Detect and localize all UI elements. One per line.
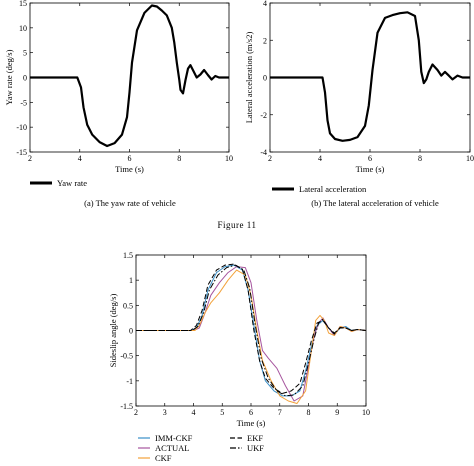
- y-tick-label: -5: [20, 98, 27, 107]
- chart-caption: (b) The lateral acceleration of vehicle: [311, 198, 439, 208]
- x-tick-label: 6: [368, 154, 372, 163]
- x-axis-label: Time (s): [356, 164, 385, 174]
- x-tick-label: 9: [335, 408, 339, 417]
- y-tick-label: -4: [260, 148, 267, 157]
- y-tick-label: -1.5: [120, 402, 133, 411]
- y-tick-label: 15: [19, 0, 27, 8]
- legend-entry: CKF: [155, 453, 172, 463]
- x-tick-label: 6: [249, 408, 253, 417]
- legend-entry: EKF: [247, 433, 263, 443]
- series-line-ukf: [136, 264, 366, 397]
- legend-entry: Yaw rate: [57, 178, 87, 188]
- x-tick-label: 5: [220, 408, 224, 417]
- x-tick-label: 10: [225, 154, 233, 163]
- chart-a: 2 4 6 8 10 -15 -10 -5 0 5 10 15 Time (s) Yaw rate (de…: [4, 0, 233, 208]
- y-tick-label: 0.5: [123, 301, 133, 310]
- x-axis-label: Time (s): [237, 418, 266, 428]
- legend-entry: IMM-CKF: [155, 433, 193, 443]
- series-line-lateral-acceleration: [270, 11, 470, 142]
- series-line-ckf: [136, 269, 366, 404]
- x-tick-label: 2: [134, 408, 138, 417]
- legend-entry: UKF: [247, 443, 264, 453]
- chart-b: 2 4 6 8 10 -4 -2 0 2 4 Time (s) Lateral acceleratio…: [244, 0, 474, 208]
- series-line-ekf: [136, 263, 366, 394]
- y-tick-label: -0.5: [120, 352, 133, 361]
- y-tick-label: 0: [129, 327, 133, 336]
- y-tick-label: 4: [263, 0, 267, 8]
- x-tick-label: 6: [128, 154, 132, 163]
- chart-caption: (a) The yaw rate of vehicle: [84, 198, 176, 208]
- y-tick-label: 1: [129, 276, 133, 285]
- x-tick-label: 7: [278, 408, 282, 417]
- x-tick-label: 8: [418, 154, 422, 163]
- series-line-yaw-rate: [30, 4, 229, 148]
- y-tick-label: 1.5: [123, 251, 133, 260]
- y-axis-label: Yaw rate (deg/s): [4, 49, 14, 105]
- y-tick-label: 0: [23, 74, 27, 83]
- y-tick-label: 0: [263, 74, 267, 83]
- x-tick-label: 10: [466, 154, 474, 163]
- y-tick-label: 10: [19, 24, 27, 33]
- x-tick-label: 10: [362, 408, 370, 417]
- y-tick-label: 5: [23, 49, 27, 58]
- y-tick-label: -10: [16, 123, 27, 132]
- y-tick-label: -1: [126, 377, 133, 386]
- x-tick-label: 4: [78, 154, 82, 163]
- legend-entry: ACTUAL: [155, 443, 189, 453]
- chart-c: 2 3 4 5 6 7 8 9 10 -1.5 -1 -0.5 0 0.5 1 1.5 Time (s) Side…: [108, 251, 370, 463]
- legend-entry: Lateral acceleration: [299, 184, 367, 194]
- x-tick-label: 8: [307, 408, 311, 417]
- x-tick-label: 4: [192, 408, 196, 417]
- x-tick-label: 2: [268, 154, 272, 163]
- x-tick-label: 4: [318, 154, 322, 163]
- x-tick-label: 8: [177, 154, 181, 163]
- x-tick-label: 2: [28, 154, 32, 163]
- y-tick-label: -15: [16, 148, 27, 157]
- y-axis-label: Lateral acceleration (m/s2): [244, 32, 254, 124]
- x-tick-label: 3: [163, 408, 167, 417]
- y-tick-label: 2: [263, 36, 267, 45]
- y-tick-label: -2: [260, 111, 267, 120]
- figure-label: Figure 11: [218, 220, 257, 230]
- y-axis-label: Sideslip angle (deg/s): [108, 294, 118, 368]
- x-axis-label: Time (s): [115, 164, 144, 174]
